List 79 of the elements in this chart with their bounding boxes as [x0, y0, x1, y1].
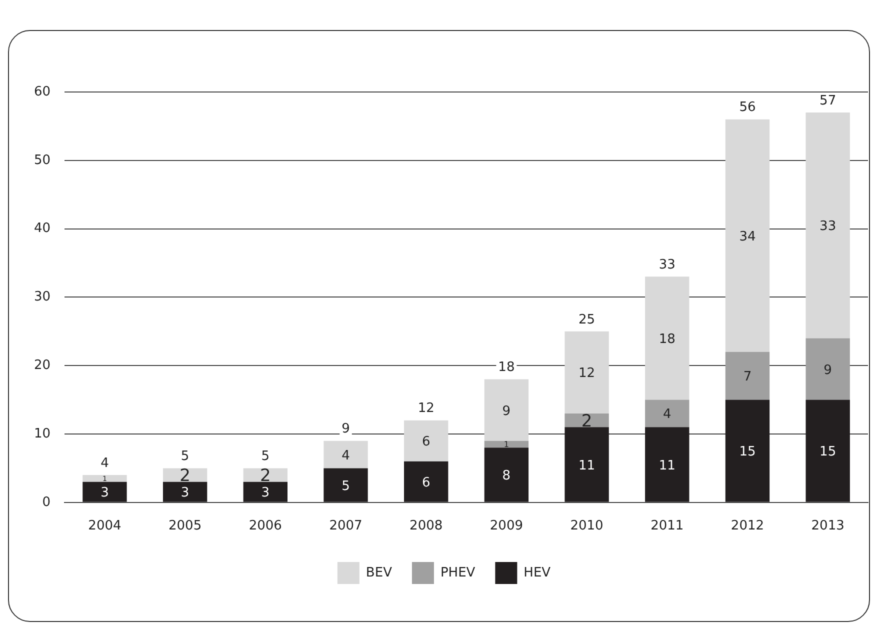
total-label: 33: [658, 258, 676, 273]
y-tick-label: 10: [34, 426, 51, 442]
bar: [645, 276, 690, 400]
x-tick-label: 2005: [168, 518, 202, 534]
bar: [404, 461, 448, 502]
bar: [162, 482, 208, 502]
y-tick-label: 30: [34, 290, 51, 305]
x-tick-label: 2009: [490, 518, 523, 534]
data-label: 11: [578, 458, 596, 474]
y-tick-label: 50: [34, 152, 51, 168]
bar: [645, 427, 690, 502]
data-label: 5: [342, 478, 350, 494]
x-tick-label: 2011: [650, 518, 684, 534]
bar: [484, 448, 529, 502]
bar: [324, 440, 368, 468]
data-label: 4: [662, 407, 672, 422]
bar: [725, 119, 770, 352]
bar: [162, 468, 208, 482]
bar: [564, 413, 609, 428]
total-label: 5: [261, 449, 270, 464]
total-label: 9: [342, 422, 350, 437]
bar: [564, 427, 609, 502]
bar: [82, 475, 127, 482]
bar: [484, 379, 529, 441]
bar: [806, 400, 850, 502]
bar: [725, 400, 770, 502]
data-label: 6: [422, 475, 430, 490]
data-label: 2: [260, 466, 271, 486]
data-label: 18: [658, 332, 676, 347]
data-label: 4: [342, 448, 350, 464]
y-tick-label: 60: [34, 84, 51, 100]
data-label: 7: [743, 370, 752, 385]
total-label: 5: [180, 449, 190, 464]
data-label: 6: [422, 434, 430, 450]
x-tick-label: 2008: [410, 518, 443, 534]
bar: [725, 352, 770, 400]
total-label: 57: [820, 93, 836, 108]
x-tick-label: 2004: [88, 518, 122, 534]
legend-label: BEV: [366, 565, 392, 580]
legend-label: HEV: [524, 565, 551, 580]
bar: [82, 482, 127, 502]
data-label: 1: [504, 440, 509, 450]
bar: [484, 440, 529, 448]
total-label: 25: [578, 312, 596, 328]
total-label: 18: [498, 360, 515, 376]
data-label: 8: [502, 468, 511, 484]
data-label: 3: [180, 486, 190, 501]
bar: [806, 112, 850, 338]
data-label: 12: [578, 366, 596, 382]
data-label: 34: [739, 229, 756, 244]
bar: [243, 482, 288, 502]
total-label: 12: [418, 401, 434, 416]
data-label: 9: [824, 362, 832, 378]
data-label: 15: [739, 444, 756, 460]
total-label: 4: [100, 456, 109, 471]
total-label: 56: [739, 100, 756, 116]
bar: [806, 338, 850, 400]
x-tick-label: 2013: [811, 518, 844, 534]
data-label: 33: [820, 219, 836, 234]
y-tick-label: 20: [34, 358, 51, 373]
x-tick-label: 2007: [329, 518, 362, 534]
data-label: 9: [502, 404, 511, 419]
data-label: 2: [581, 412, 592, 432]
legend-label: PHEV: [440, 565, 476, 580]
x-tick-label: 2006: [248, 518, 282, 534]
y-tick-label: 0: [42, 494, 51, 510]
bar: [564, 331, 609, 414]
y-tick-label: 40: [34, 221, 51, 236]
x-tick-label: 2012: [730, 518, 764, 534]
data-label: 3: [261, 486, 270, 501]
x-tick-label: 2010: [570, 518, 604, 534]
data-label: 11: [658, 458, 676, 474]
bar: [645, 400, 690, 428]
data-label: 2: [180, 466, 190, 486]
data-label: 3: [100, 486, 109, 501]
data-label: 15: [820, 444, 836, 460]
bar: [404, 420, 448, 462]
bar: [324, 468, 368, 502]
bar: [243, 468, 288, 482]
